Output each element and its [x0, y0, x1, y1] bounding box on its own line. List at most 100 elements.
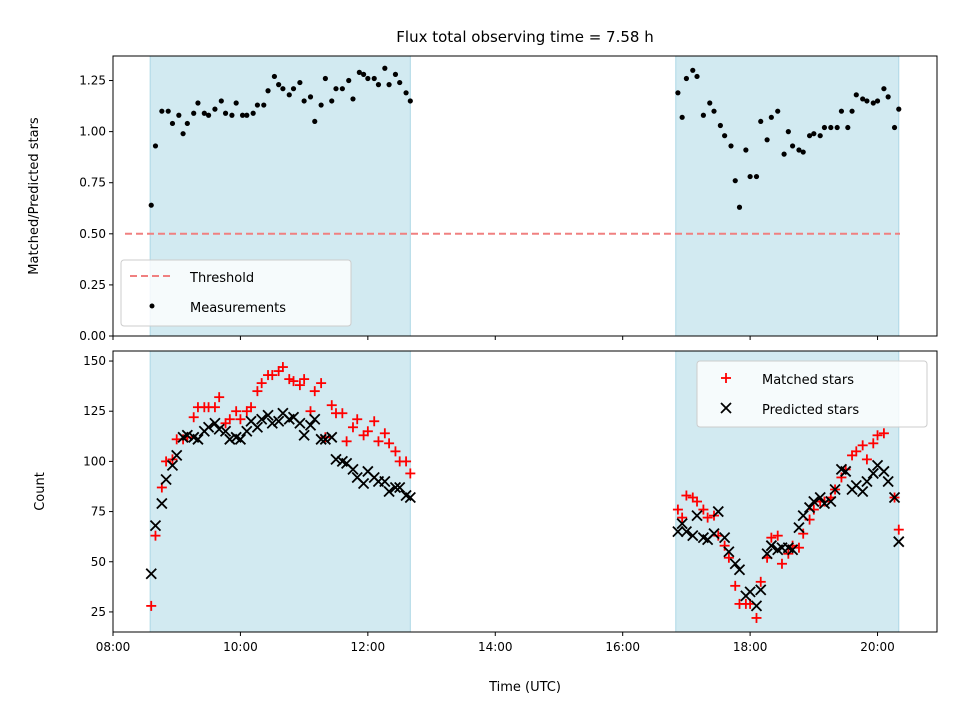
cross-stroke	[202, 421, 215, 433]
matched-star-point	[698, 504, 709, 515]
measurement-point	[768, 114, 774, 120]
predicted-star-point	[893, 536, 905, 548]
measurement-point	[860, 96, 866, 102]
matched-star-point	[751, 612, 762, 623]
matched-star-point	[150, 530, 161, 541]
bottom-y-ticks: 25 50 75 100 125 150	[83, 354, 113, 619]
cross-stroke	[241, 425, 253, 437]
measurement-point	[711, 108, 717, 114]
predicted-star-point	[202, 421, 215, 433]
cross-stroke	[266, 417, 278, 429]
predicted-star-point	[723, 546, 735, 558]
cross-stroke	[712, 505, 724, 518]
predicted-star-point	[404, 491, 416, 504]
measurement-point	[346, 77, 352, 84]
measurement-point	[838, 108, 845, 114]
measurement-point	[265, 88, 271, 94]
cross-stroke	[718, 532, 731, 544]
measurement-point	[165, 108, 171, 114]
measurement-point	[339, 86, 345, 92]
matched-star-point	[209, 402, 220, 413]
matched-star-point	[836, 472, 847, 483]
matched-star-point	[798, 528, 809, 539]
cross-stroke	[878, 465, 890, 478]
cross-stroke	[750, 600, 763, 612]
matched-star-point	[681, 490, 692, 501]
matched-star-point	[146, 600, 157, 611]
predicted-star-point	[840, 465, 852, 478]
matched-star-point	[299, 374, 310, 385]
predicted-star-point	[273, 415, 285, 427]
predicted-star-point	[729, 558, 741, 570]
matched-star-point	[766, 532, 777, 543]
measurement-point	[201, 110, 207, 116]
predicted-star-point	[330, 453, 342, 466]
cross-stroke	[871, 459, 884, 472]
predicted-star-point	[234, 433, 247, 445]
measurement-point	[690, 67, 696, 73]
y-tick-label: 100	[83, 454, 106, 468]
predicted-star-point	[192, 433, 204, 445]
predicted-star-point	[219, 425, 232, 437]
x-tick-label: 10:00	[223, 640, 258, 654]
measurement-point	[386, 82, 392, 88]
cross-stroke	[277, 407, 289, 419]
matched-star-point	[326, 400, 337, 411]
measurement-point	[781, 151, 787, 157]
top-legend: Threshold Measurements	[120, 259, 352, 327]
matched-star-point	[755, 576, 766, 587]
x-tick-label: 14:00	[478, 640, 513, 654]
cross-stroke	[829, 483, 841, 496]
cross-stroke	[209, 417, 221, 429]
measurement-point	[322, 75, 328, 82]
measurement-point	[407, 98, 413, 104]
predicted-star-point	[241, 425, 253, 437]
matched-star-point	[384, 438, 395, 449]
predicted-star-point	[761, 548, 773, 560]
cross-stroke	[708, 528, 720, 540]
cross-stroke	[729, 558, 741, 570]
cross-stroke	[319, 433, 332, 445]
cross-stroke	[171, 449, 183, 462]
cross-stroke	[733, 564, 746, 576]
y-tick-label: 125	[83, 404, 106, 418]
bottom-x-ticks: 08:00 10:00 12:00 14:00 16:00 18:00 20:00	[96, 632, 895, 654]
predicted-star-point	[357, 477, 370, 490]
measurement-point	[736, 204, 743, 210]
top-panel: 0.00 0.25 0.50 0.75 1.00 1.25 Matched/Predict…	[27, 55, 938, 343]
matched-star-point	[231, 406, 242, 417]
cross-stroke	[166, 459, 179, 472]
predicted-star-point	[825, 495, 837, 508]
matched-star-point	[872, 430, 883, 441]
measurement-point	[397, 79, 403, 86]
predicted-star-point	[149, 519, 162, 532]
measurement-point	[717, 122, 723, 129]
predicted-star-point	[298, 429, 310, 441]
measurement-point	[700, 112, 706, 118]
measurement-point	[828, 124, 834, 131]
cross-stroke	[357, 477, 370, 490]
cross-stroke	[861, 475, 873, 488]
cross-stroke	[262, 409, 274, 421]
measurement-point	[382, 65, 388, 71]
x-tick-label: 16:00	[605, 640, 640, 654]
measurement-point	[874, 98, 881, 104]
predicted-star-point	[315, 433, 327, 445]
measurement-point	[191, 110, 197, 116]
cross-stroke	[765, 540, 777, 552]
matched-star-point	[772, 530, 783, 541]
predicted-star-point	[712, 505, 724, 518]
predicted-star-point	[213, 423, 225, 435]
count-points	[145, 362, 905, 623]
cross-stroke	[340, 457, 353, 470]
measurement-point	[290, 86, 297, 92]
measurement-point	[271, 73, 278, 80]
cross-stroke	[326, 431, 338, 443]
cross-stroke	[840, 465, 852, 478]
cross-stroke	[803, 501, 816, 514]
legend-cross-marker	[720, 402, 732, 414]
predicted-star-point	[156, 497, 168, 510]
matched-star-point	[390, 446, 401, 457]
matched-star-point	[277, 362, 288, 373]
cross-stroke	[687, 530, 699, 542]
